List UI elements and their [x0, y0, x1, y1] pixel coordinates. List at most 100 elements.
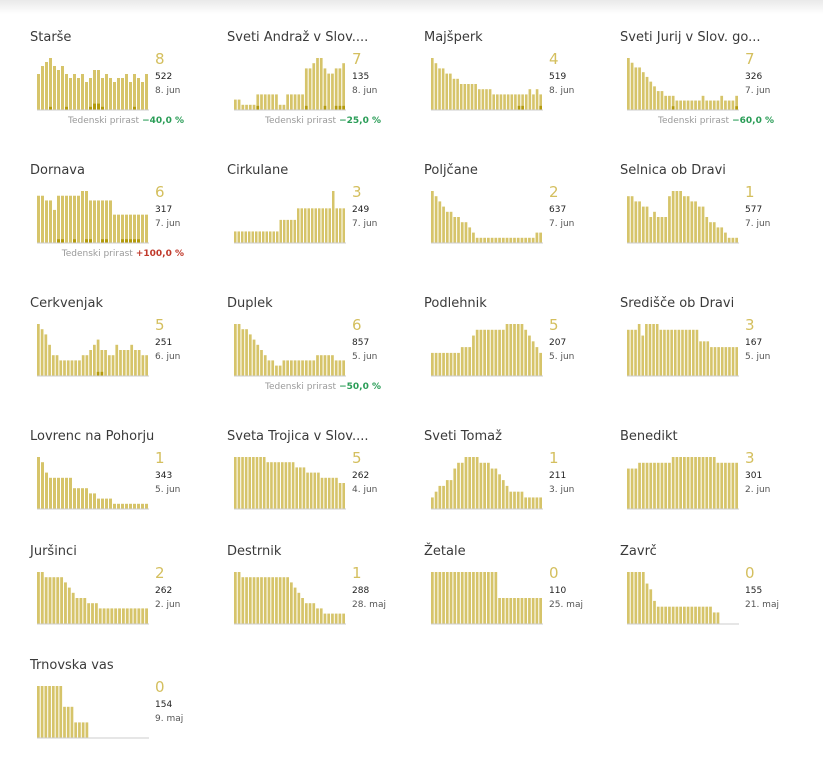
daily-bar	[125, 503, 128, 509]
daily-bar	[259, 457, 262, 509]
daily-bar	[675, 100, 679, 110]
daily-bar	[452, 78, 456, 110]
daily-bar	[677, 329, 681, 376]
daily-bar	[252, 457, 255, 509]
daily-bar	[524, 94, 528, 110]
daily-bar	[709, 606, 712, 624]
daily-bar	[275, 94, 278, 110]
daily-bar	[81, 488, 84, 509]
daily-bar	[531, 598, 535, 624]
daily-bar	[96, 339, 100, 376]
daily-bar	[531, 341, 535, 376]
daily-bar	[472, 457, 475, 509]
daily-bar	[539, 94, 542, 110]
daily-bar	[63, 360, 66, 376]
cases-bar-chart	[234, 572, 346, 625]
daily-bar	[716, 227, 720, 243]
daily-bar	[531, 497, 535, 509]
daily-bar	[705, 217, 709, 243]
daily-bar	[464, 457, 468, 509]
weekly-growth: Tedenski prirast −50,0 %	[265, 382, 381, 392]
daily-bar	[445, 352, 449, 376]
daily-bar	[65, 195, 68, 243]
daily-bar	[293, 219, 296, 243]
daily-bar	[659, 329, 663, 376]
daily-bar	[516, 491, 520, 509]
new-cases-bar	[65, 106, 68, 110]
daily-bar	[79, 598, 83, 624]
daily-bar	[479, 572, 483, 624]
total-cases: 135	[352, 72, 370, 82]
daily-bar	[487, 462, 490, 509]
daily-bar	[237, 572, 241, 624]
last-date: 3. jun	[549, 485, 575, 495]
total-cases: 343	[155, 471, 173, 481]
daily-bar	[503, 94, 506, 110]
daily-bar	[53, 209, 56, 243]
daily-bar	[490, 572, 494, 624]
bar-chart-svg	[431, 457, 543, 510]
last-date: 28. maj	[352, 600, 386, 610]
daily-bar	[712, 100, 716, 110]
daily-bar	[690, 606, 694, 624]
new-cases-number: 1	[352, 564, 362, 582]
daily-bar	[256, 344, 260, 376]
total-cases: 167	[745, 338, 763, 348]
daily-bar	[475, 237, 479, 243]
daily-bar	[252, 577, 256, 624]
daily-bar	[331, 613, 334, 624]
daily-bar	[41, 66, 44, 110]
daily-bar	[77, 488, 80, 509]
cases-bar-chart	[37, 191, 149, 244]
daily-bar	[277, 462, 280, 509]
daily-bar	[276, 231, 279, 243]
daily-bar	[539, 232, 542, 243]
new-cases-bar	[89, 239, 92, 243]
daily-bar	[528, 89, 532, 110]
cases-bar-chart	[627, 572, 739, 625]
last-date: 7. jun	[549, 219, 575, 229]
daily-bar	[145, 355, 148, 376]
new-cases-number: 3	[745, 316, 755, 334]
bar-chart-svg	[431, 324, 543, 377]
daily-bar	[78, 360, 81, 376]
daily-bar	[41, 462, 44, 509]
daily-bar	[664, 462, 668, 509]
daily-bar	[316, 608, 319, 624]
cases-bar-chart	[627, 457, 739, 510]
daily-bar	[457, 572, 460, 624]
daily-bar	[735, 462, 738, 509]
daily-bar	[45, 62, 48, 110]
daily-bar	[671, 606, 675, 624]
daily-bar	[634, 468, 638, 509]
daily-bar	[74, 722, 78, 738]
daily-bar	[339, 208, 342, 243]
daily-bar	[627, 58, 630, 110]
daily-bar	[117, 503, 120, 509]
total-cases: 207	[549, 338, 567, 348]
daily-bar	[297, 208, 300, 243]
daily-bar	[93, 493, 96, 509]
cases-bar-chart	[627, 324, 739, 377]
last-date: 7. jun	[745, 86, 771, 96]
daily-bar	[475, 457, 479, 509]
daily-bar	[293, 94, 297, 110]
daily-bar	[535, 497, 539, 509]
daily-bar	[290, 582, 293, 624]
daily-bar	[690, 201, 694, 243]
daily-bar	[720, 347, 724, 376]
daily-bar	[304, 208, 307, 243]
new-cases-bar	[100, 371, 104, 376]
daily-bar	[492, 94, 496, 110]
daily-bar	[77, 78, 80, 110]
cases-bar-chart	[431, 457, 543, 510]
daily-bar	[731, 462, 735, 509]
daily-bar	[434, 491, 438, 509]
municipality-name: Žetale	[424, 544, 466, 559]
last-date: 21. maj	[745, 600, 779, 610]
daily-bar	[263, 94, 267, 110]
daily-bar	[271, 577, 275, 624]
daily-bar	[282, 104, 286, 110]
new-cases-bar	[101, 106, 104, 110]
daily-bar	[513, 491, 516, 509]
